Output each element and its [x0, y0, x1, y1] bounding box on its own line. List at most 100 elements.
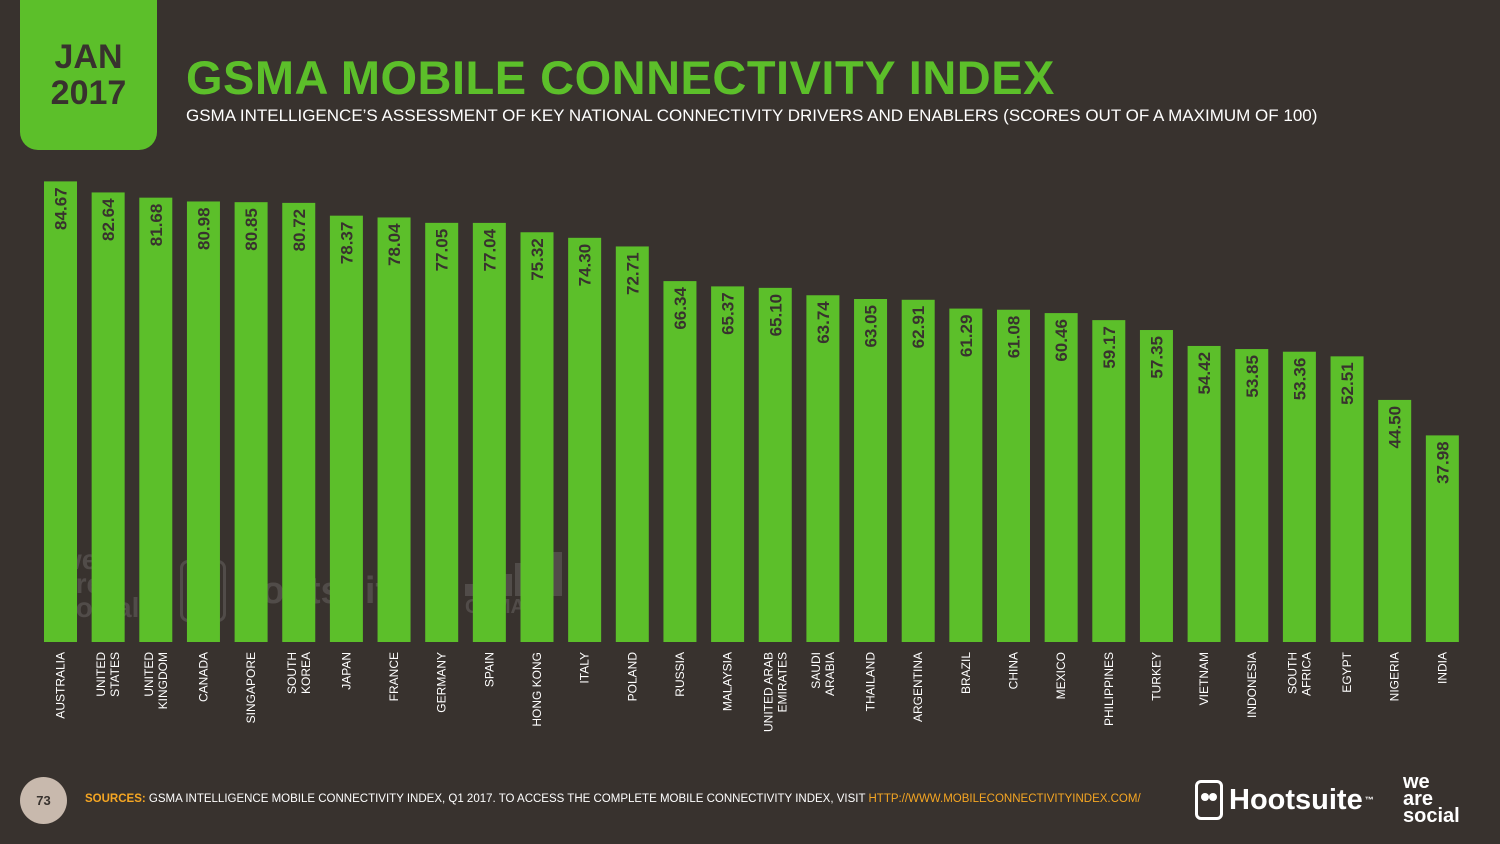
value-label-11: 74.30 — [576, 244, 595, 287]
value-label-28: 44.50 — [1386, 406, 1405, 449]
value-label-1: 82.64 — [99, 198, 118, 241]
badge-month: JAN — [54, 38, 123, 76]
value-label-25: 53.85 — [1243, 355, 1262, 398]
value-label-12: 72.71 — [623, 252, 642, 295]
bar-14 — [711, 286, 745, 642]
value-label-27: 52.51 — [1338, 362, 1357, 405]
category-label-13: RUSSIA — [673, 652, 687, 697]
category-label-2-0: UNITED — [142, 652, 156, 697]
bar-23 — [1139, 330, 1173, 642]
category-label-5-1: KOREA — [299, 652, 313, 694]
value-label-13: 66.34 — [671, 287, 690, 330]
bar-0 — [44, 181, 77, 642]
value-label-2: 81.68 — [147, 204, 166, 247]
bar-18 — [901, 299, 935, 642]
value-label-18: 62.91 — [909, 306, 928, 349]
category-label-6: JAPAN — [339, 652, 353, 690]
value-label-24: 54.42 — [1195, 352, 1214, 395]
category-label-5-0: SOUTH — [285, 652, 299, 694]
category-label-4: SINGAPORE — [244, 652, 258, 723]
bar-15 — [758, 287, 792, 642]
value-label-19: 61.29 — [957, 315, 976, 358]
sources-text: GSMA INTELLIGENCE MOBILE CONNECTIVITY IN… — [148, 793, 869, 805]
sources-label: SOURCES: — [85, 793, 146, 805]
category-label-21: MEXICO — [1054, 652, 1068, 699]
value-label-20: 61.08 — [1005, 316, 1024, 359]
category-label-27: EGYPT — [1340, 651, 1354, 692]
bar-10 — [520, 232, 554, 642]
value-label-26: 53.36 — [1290, 358, 1309, 401]
value-label-9: 77.04 — [480, 228, 499, 271]
page-subtitle: GSMA INTELLIGENCE’S ASSESSMENT OF KEY NA… — [186, 106, 1318, 125]
owl-icon — [1195, 780, 1223, 820]
value-label-17: 63.05 — [862, 305, 881, 348]
bar-29 — [1425, 435, 1459, 642]
category-label-7: FRANCE — [387, 652, 401, 701]
bar-5 — [282, 202, 316, 643]
category-label-15-1: EMIRATES — [775, 652, 789, 712]
category-label-26-1: AFRICA — [1299, 652, 1313, 696]
category-label-14: MALAYSIA — [721, 652, 735, 711]
value-label-5: 80.72 — [290, 209, 309, 252]
value-label-22: 59.17 — [1100, 326, 1119, 369]
bar-16 — [806, 295, 840, 642]
value-label-21: 60.46 — [1052, 319, 1071, 362]
category-label-25: INDONESIA — [1245, 652, 1259, 718]
value-label-15: 65.10 — [766, 294, 785, 337]
bar-7 — [377, 217, 411, 642]
bar-1 — [91, 192, 125, 642]
bar-19 — [949, 308, 983, 642]
category-label-28: NIGERIA — [1388, 652, 1402, 701]
category-label-18: ARGENTINA — [911, 652, 925, 722]
bar-20 — [997, 309, 1030, 642]
bar-6 — [329, 215, 363, 642]
category-label-1-0: UNITED — [94, 652, 108, 697]
value-label-10: 75.32 — [528, 238, 547, 281]
category-label-10: HONG KONG — [530, 652, 544, 727]
bar-21 — [1044, 313, 1078, 642]
category-label-15-0: UNITED ARAB — [761, 652, 775, 732]
category-label-16-0: SAUDI — [809, 652, 823, 689]
bar-24 — [1187, 345, 1221, 642]
bar-13 — [663, 281, 697, 642]
value-label-3: 80.98 — [194, 207, 213, 250]
bar-8 — [425, 222, 459, 642]
category-label-11: ITALY — [578, 652, 592, 684]
category-label-2-1: KINGDOM — [156, 652, 170, 709]
category-label-8: GERMANY — [435, 652, 449, 713]
badge-year: 2017 — [50, 74, 127, 112]
bar-27 — [1330, 356, 1364, 642]
wearesocial-logo: we are social — [1403, 771, 1460, 827]
bar-25 — [1235, 349, 1269, 642]
category-label-12: POLAND — [625, 652, 639, 702]
value-label-8: 77.05 — [433, 229, 452, 272]
bar-11 — [568, 237, 602, 643]
category-label-23: TURKEY — [1149, 652, 1163, 701]
category-label-24: VIETNAM — [1197, 652, 1211, 705]
value-label-4: 80.85 — [242, 208, 261, 251]
category-label-29: INDIA — [1435, 652, 1449, 684]
sources-link[interactable]: HTTP://WWW.MOBILECONNECTIVITYINDEX.COM/ — [868, 793, 1141, 805]
category-label-0: AUSTRALIA — [54, 652, 68, 719]
bar-22 — [1092, 320, 1126, 642]
category-label-22: PHILIPPINES — [1102, 652, 1116, 726]
page-number: 73 — [20, 777, 67, 824]
bar-3 — [186, 201, 220, 642]
category-label-17: THAILAND — [864, 652, 878, 712]
hootsuite-logo: Hootsuite ™ — [1195, 780, 1374, 820]
category-label-20: CHINA — [1007, 652, 1021, 689]
bar-17 — [854, 299, 888, 642]
bar-28 — [1378, 399, 1412, 642]
value-label-6: 78.37 — [337, 222, 356, 265]
page-title: GSMA MOBILE CONNECTIVITY INDEX — [186, 51, 1055, 104]
bar-9 — [472, 222, 506, 642]
category-label-26-0: SOUTH — [1285, 652, 1299, 694]
value-label-7: 78.04 — [385, 223, 404, 266]
category-label-3: CANADA — [196, 652, 210, 702]
category-label-9: SPAIN — [482, 652, 496, 687]
value-label-14: 65.37 — [719, 292, 738, 335]
bar-2 — [139, 197, 173, 642]
bar-4 — [234, 202, 268, 642]
value-label-29: 37.98 — [1433, 441, 1452, 484]
